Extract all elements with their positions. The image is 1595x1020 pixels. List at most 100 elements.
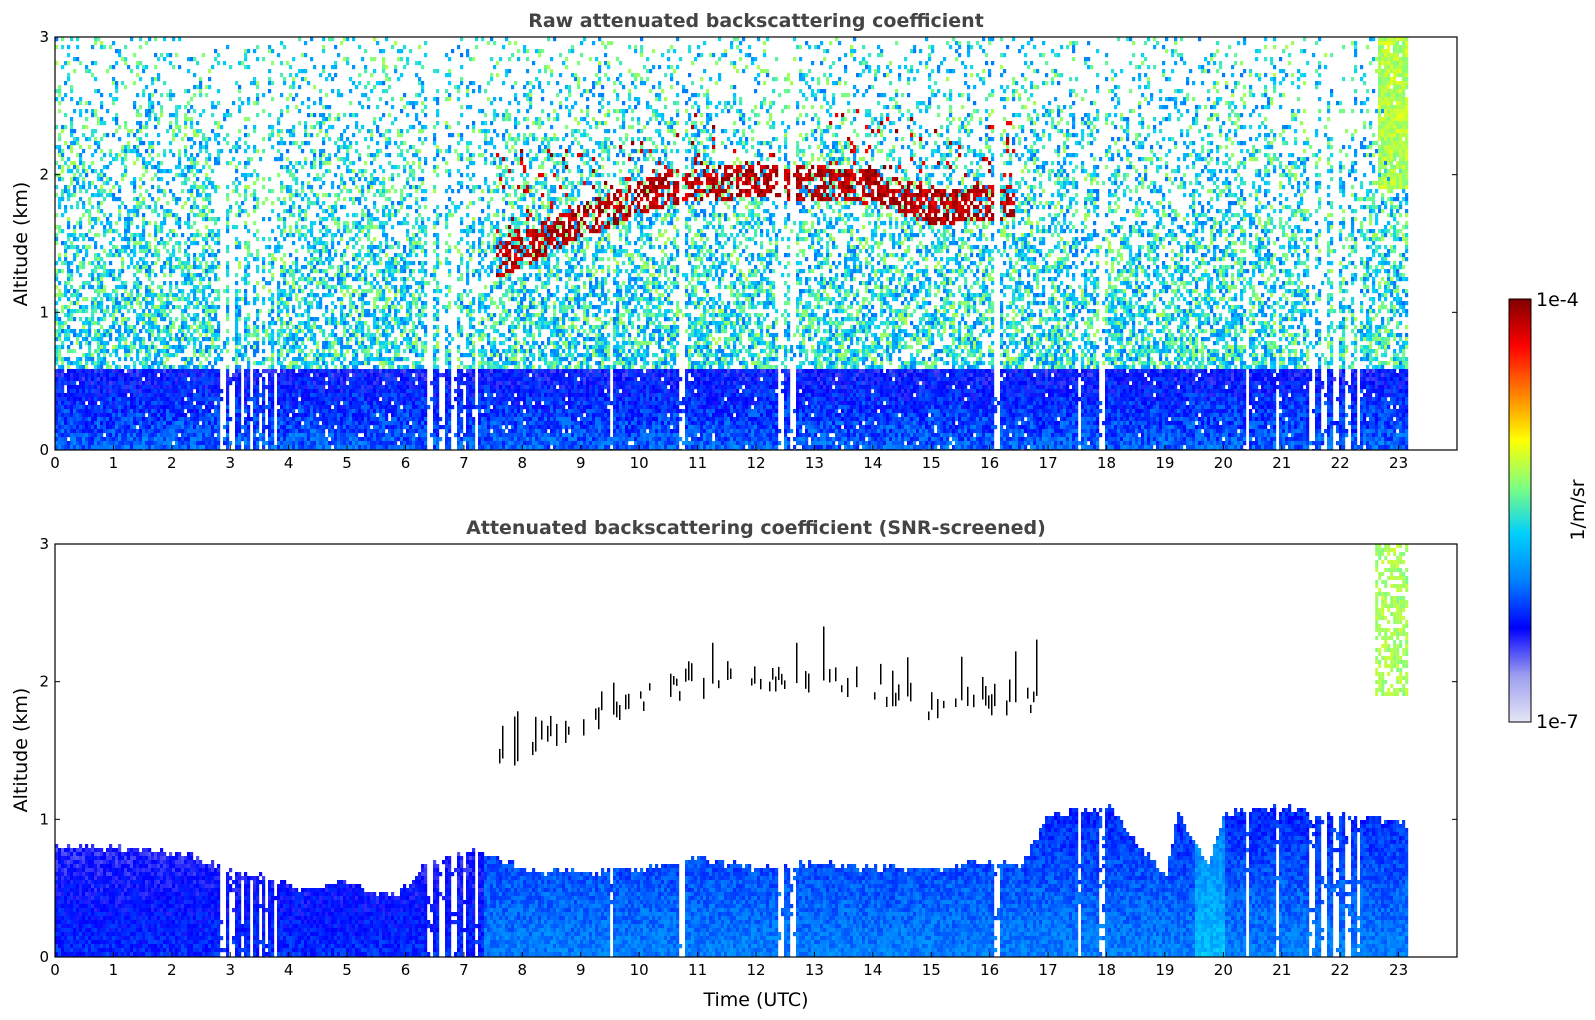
raw-cell <box>139 345 142 349</box>
raw-cell <box>82 377 85 381</box>
raw-cell <box>133 445 136 449</box>
raw-cell <box>142 393 145 397</box>
raw-cell <box>139 77 142 81</box>
raw-cell <box>109 393 112 397</box>
raw-cell <box>109 409 112 413</box>
raw-cell <box>82 445 85 449</box>
raw-cell <box>139 37 142 41</box>
raw-cell <box>58 137 61 141</box>
raw-cell <box>73 393 76 397</box>
raw-cell <box>112 81 115 85</box>
raw-cell <box>142 361 145 365</box>
raw-cell <box>133 421 136 425</box>
raw-cell <box>73 373 76 377</box>
raw-cell <box>88 325 91 329</box>
raw-cell <box>79 441 82 445</box>
raw-cell <box>91 133 94 137</box>
raw-cell <box>91 45 94 49</box>
raw-cell <box>88 197 91 201</box>
raw-cell <box>64 241 67 245</box>
raw-cell <box>148 109 151 113</box>
raw-cell <box>85 137 88 141</box>
raw-cell <box>76 205 79 209</box>
raw-cell <box>115 409 118 413</box>
raw-cell <box>103 317 106 321</box>
raw-cell <box>133 413 136 417</box>
raw-cell <box>100 421 103 425</box>
raw-cell <box>127 385 130 389</box>
raw-cell <box>142 245 145 249</box>
raw-cell <box>112 321 115 325</box>
raw-cell <box>103 425 106 429</box>
raw-cell <box>61 405 64 409</box>
raw-cell <box>73 389 76 393</box>
raw-cell <box>97 357 100 361</box>
raw-cell <box>142 213 145 217</box>
raw-cell <box>82 177 85 181</box>
raw-cell <box>70 161 73 165</box>
raw-cell <box>91 433 94 437</box>
raw-cell <box>82 373 85 377</box>
raw-cell <box>82 161 85 165</box>
raw-cell <box>121 441 124 445</box>
raw-cell <box>106 177 109 181</box>
raw-cell <box>136 377 139 381</box>
raw-cell <box>127 301 130 305</box>
raw-cell <box>82 185 85 189</box>
raw-cell <box>103 361 106 365</box>
raw-cell <box>85 405 88 409</box>
raw-cell <box>136 393 139 397</box>
raw-cell <box>88 285 91 289</box>
raw-cell <box>88 445 91 449</box>
raw-cell <box>58 409 61 413</box>
raw-cell <box>76 393 79 397</box>
raw-cell <box>79 345 82 349</box>
raw-cell <box>94 333 97 337</box>
raw-cell <box>106 373 109 377</box>
raw-cell <box>88 377 91 381</box>
raw-cell <box>124 45 127 49</box>
raw-cell <box>97 429 100 433</box>
raw-cell <box>136 265 139 269</box>
raw-cell <box>136 333 139 337</box>
raw-cell <box>67 329 70 333</box>
raw-cell <box>124 377 127 381</box>
raw-cell <box>112 133 115 137</box>
raw-cell <box>148 161 151 165</box>
raw-cell <box>82 321 85 325</box>
raw-cell <box>127 445 130 449</box>
raw-cell <box>76 373 79 377</box>
raw-cell <box>61 357 64 361</box>
raw-cell <box>91 261 94 265</box>
raw-cell <box>76 137 79 141</box>
raw-cell <box>67 61 70 65</box>
raw-cell <box>100 285 103 289</box>
raw-cell <box>103 329 106 333</box>
raw-cell <box>142 397 145 401</box>
raw-cell <box>100 209 103 213</box>
raw-cell <box>100 169 103 173</box>
raw-cell <box>67 225 70 229</box>
raw-cell <box>97 89 100 93</box>
raw-cell <box>118 233 121 237</box>
raw-cell <box>76 421 79 425</box>
raw-cell <box>124 173 127 177</box>
raw-cell <box>91 401 94 405</box>
raw-cell <box>97 345 100 349</box>
raw-cell <box>58 445 61 449</box>
raw-cell <box>85 321 88 325</box>
raw-cell <box>142 69 145 73</box>
raw-cell <box>91 393 94 397</box>
raw-cell <box>103 437 106 441</box>
raw-cell <box>103 429 106 433</box>
raw-cell <box>121 257 124 261</box>
raw-cell <box>145 285 148 289</box>
raw-cell <box>118 369 121 373</box>
raw-cell <box>70 361 73 365</box>
raw-cell <box>70 261 73 265</box>
raw-cell <box>76 429 79 433</box>
raw-cell <box>118 417 121 421</box>
raw-cell <box>82 389 85 393</box>
raw-cell <box>85 173 88 177</box>
raw-cell <box>64 189 67 193</box>
